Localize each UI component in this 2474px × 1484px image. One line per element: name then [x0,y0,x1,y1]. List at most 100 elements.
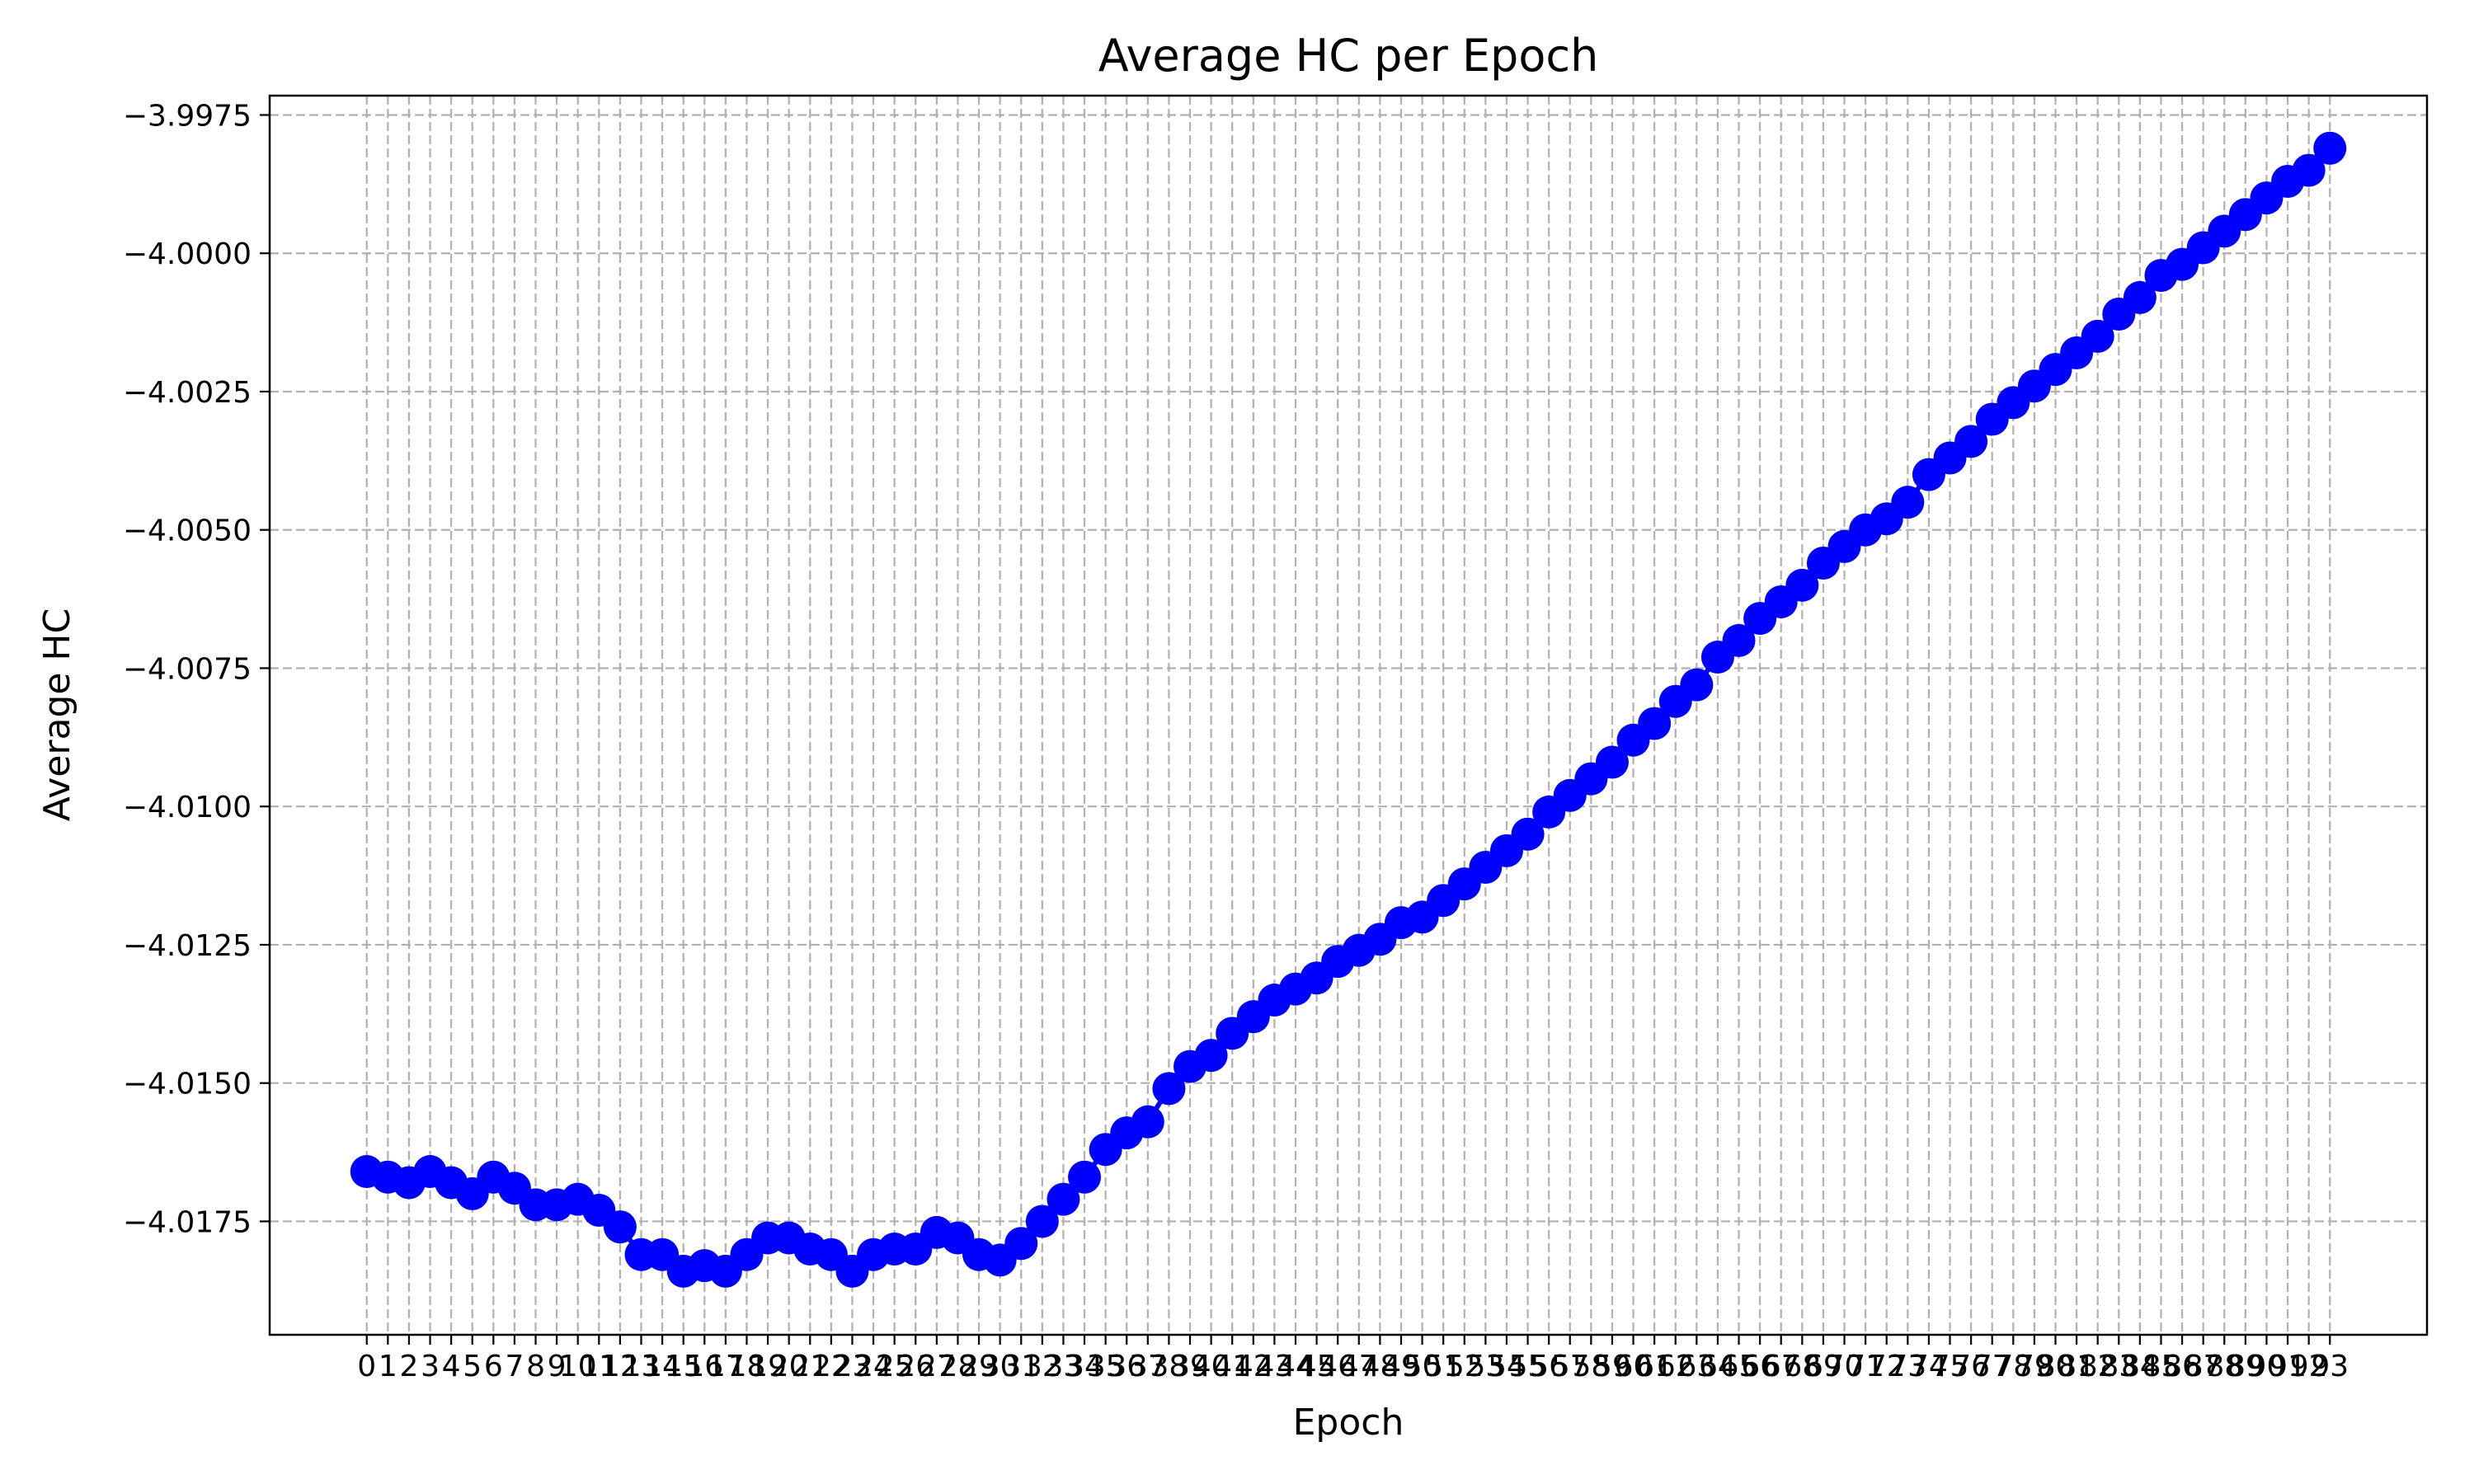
data-point [1025,1205,1059,1238]
data-point [2081,319,2114,353]
x-tick-label: 18 [728,1350,766,1383]
data-point [1722,623,1756,657]
data-series [350,131,2347,1288]
y-tick-label: −4.0000 [123,237,252,271]
x-tick-label: 61 [1635,1350,1673,1383]
x-tick-label: 8 [526,1350,545,1383]
x-tick-label: 21 [791,1350,829,1383]
x-tick-label: 93 [2311,1350,2349,1383]
data-point [1595,745,1629,779]
x-tick-label: 32 [1023,1350,1061,1383]
x-tick-label: 28 [939,1350,977,1383]
x-tick-label: 70 [1826,1350,1864,1383]
x-tick-label: 36 [1108,1350,1145,1383]
x-tick-label: 79 [2015,1350,2053,1383]
x-tick-label: 86 [2163,1350,2201,1383]
x-tick-label: 37 [1129,1350,1167,1383]
y-tick-label: −4.0175 [123,1205,252,1239]
x-tick-label: 35 [1087,1350,1125,1383]
x-axis-label: Epoch [1293,1402,1404,1444]
x-tick-label: 68 [1783,1350,1821,1383]
x-tick-label: 59 [1593,1350,1631,1383]
x-tick-label: 15 [665,1350,703,1383]
x-tick-label: 85 [2142,1350,2180,1383]
x-tick-label: 46 [1319,1350,1357,1383]
x-tick-label: 1 [379,1350,397,1383]
axis-ticks: −4.0175 −4.0150 −4.0125 −4.0100 −4.0075 −4.00… [123,99,2349,1383]
x-tick-label: 77 [1973,1350,2011,1383]
chart-title: Average HC per Epoch [1098,30,1599,82]
x-tick-label: 42 [1235,1350,1272,1383]
data-point [1047,1182,1080,1216]
x-tick-label: 2 [399,1350,418,1383]
x-tick-label: 82 [2079,1350,2117,1383]
y-tick-label: −4.0075 [123,652,252,686]
x-tick-label: 10 [559,1350,597,1383]
x-tick-label: 64 [1699,1350,1737,1383]
x-tick-label: 19 [749,1350,787,1383]
x-tick-label: 84 [2121,1350,2159,1383]
data-point [1680,668,1714,702]
x-tick-label: 92 [2290,1350,2328,1383]
data-point [1954,425,1988,458]
x-tick-label: 34 [1065,1350,1103,1383]
data-point [1068,1160,1102,1194]
data-point [1511,817,1545,851]
data-point [2292,153,2326,187]
x-tick-label: 76 [1952,1350,1990,1383]
x-tick-label: 27 [918,1350,956,1383]
x-tick-label: 38 [1150,1350,1188,1383]
x-tick-label: 73 [1888,1350,1926,1383]
data-point [1891,486,1925,519]
x-tick-label: 49 [1382,1350,1420,1383]
grid-lines [270,96,2427,1335]
x-tick-label: 29 [960,1350,998,1383]
x-tick-label: 26 [896,1350,934,1383]
x-tick-label: 55 [1509,1350,1547,1383]
x-tick-label: 13 [623,1350,661,1383]
data-point [2123,280,2157,314]
data-point [1638,707,1672,740]
x-tick-label: 57 [1551,1350,1589,1383]
x-tick-label: 62 [1657,1350,1695,1383]
x-tick-label: 22 [812,1350,850,1383]
x-tick-label: 25 [876,1350,914,1383]
x-tick-label: 40 [1192,1350,1230,1383]
x-tick-label: 31 [1002,1350,1040,1383]
data-point [1194,1039,1228,1073]
x-tick-label: 54 [1488,1350,1526,1383]
x-tick-label: 0 [357,1350,376,1383]
data-point [603,1210,637,1244]
x-tick-label: 43 [1256,1350,1294,1383]
data-point [1131,1105,1164,1139]
x-tick-label: 58 [1572,1350,1610,1383]
x-tick-label: 90 [2248,1350,2286,1383]
x-tick-label: 30 [981,1350,1019,1383]
x-tick-label: 20 [770,1350,808,1383]
y-tick-label: −4.0025 [123,376,252,410]
x-tick-label: 12 [601,1350,639,1383]
x-tick-label: 23 [834,1350,872,1383]
x-tick-label: 65 [1720,1350,1758,1383]
x-tick-label: 78 [1994,1350,2032,1383]
x-tick-label: 6 [484,1350,503,1383]
y-tick-label: −4.0150 [123,1068,252,1101]
x-tick-label: 91 [2269,1350,2307,1383]
x-tick-label: 48 [1361,1350,1399,1383]
x-tick-label: 69 [1804,1350,1842,1383]
x-tick-label: 5 [463,1350,482,1383]
data-point [2313,131,2347,165]
x-tick-label: 63 [1677,1350,1715,1383]
x-tick-label: 24 [854,1350,892,1383]
x-tick-label: 50 [1404,1350,1442,1383]
x-tick-label: 74 [1910,1350,1948,1383]
x-tick-label: 3 [421,1350,440,1383]
y-axis-label: Average HC [36,608,78,821]
x-tick-label: 87 [2185,1350,2222,1383]
x-tick-label: 88 [2205,1350,2243,1383]
x-tick-label: 81 [2058,1350,2095,1383]
x-tick-label: 44 [1277,1350,1315,1383]
x-tick-label: 33 [1045,1350,1083,1383]
x-tick-label: 89 [2227,1350,2265,1383]
